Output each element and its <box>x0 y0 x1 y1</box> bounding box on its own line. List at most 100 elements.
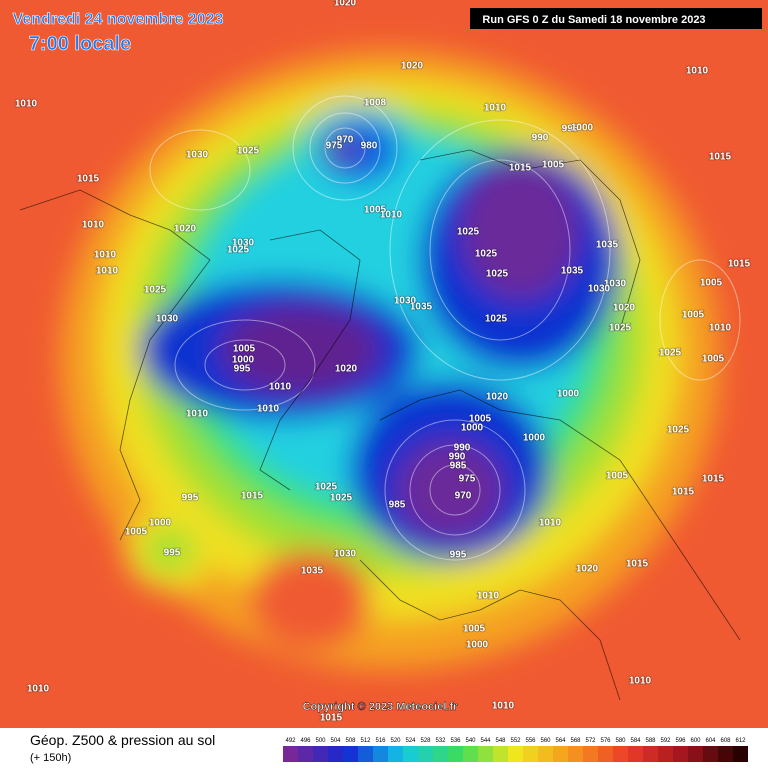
scale-swatch <box>448 746 463 762</box>
isobar-label: 1000 <box>571 123 594 134</box>
isobar-label: 1020 <box>613 303 636 314</box>
isobar-label: 1020 <box>576 564 599 575</box>
isobar-label: 995 <box>450 550 467 561</box>
scale-label: 512 <box>360 738 371 744</box>
scale-swatch <box>643 746 658 762</box>
isobar-label: 1005 <box>364 205 387 216</box>
isobar-label: 1015 <box>702 474 725 485</box>
color-scale: 492 496 500 504 508 512 516 520 524 528 532 536 540 5… <box>283 738 748 762</box>
scale-swatch <box>538 746 553 762</box>
isobar-label: 1015 <box>320 713 343 724</box>
isobar-label: 1000 <box>557 389 580 400</box>
scale-swatch <box>373 746 388 762</box>
isobar-label: 1015 <box>728 259 751 270</box>
isobar-label: 995 <box>234 364 251 375</box>
run-box <box>470 8 762 29</box>
isobar-label: 1005 <box>463 624 486 635</box>
scale-label: 564 <box>555 738 566 744</box>
scale-swatch <box>298 746 313 762</box>
isobar-label: 1000 <box>466 640 489 651</box>
isobar-label: 1005 <box>606 471 629 482</box>
isobar-label: 1010 <box>186 409 209 420</box>
scale-label: 508 <box>345 738 356 744</box>
isobar-label: 1005 <box>233 344 256 355</box>
scale-label: 536 <box>450 738 461 744</box>
isobar-label: 975 <box>459 474 476 485</box>
scale-label: 560 <box>540 738 551 744</box>
scale-swatch <box>703 746 718 762</box>
isobar-label: 1030 <box>604 279 627 290</box>
scale-label: 604 <box>705 738 716 744</box>
scale-label: 492 <box>285 738 296 744</box>
isobar-label: 1000 <box>461 423 484 434</box>
scale-label: 612 <box>735 738 746 744</box>
isobar-label: 995 <box>164 548 181 559</box>
run-info: Run GFS 0 Z du Samedi 18 novembre 2023 <box>482 14 705 26</box>
isobar-label: 1010 <box>477 591 500 602</box>
isobar-label: 1025 <box>475 249 498 260</box>
isobar-label: 970 <box>337 135 354 146</box>
scale-label: 548 <box>495 738 506 744</box>
scale-swatch <box>313 746 328 762</box>
isobar-label: 1030 <box>394 296 417 307</box>
scale-label: 592 <box>660 738 671 744</box>
scale-label: 524 <box>405 738 416 744</box>
scale-label: 600 <box>690 738 701 744</box>
isobar-label: 1010 <box>82 220 105 231</box>
scale-swatch <box>493 746 508 762</box>
isobar-label: 1020 <box>401 61 424 72</box>
isobar-label: 995 <box>182 493 199 504</box>
isobar-label: 1010 <box>686 66 709 77</box>
isobar-label: 1030 <box>334 549 357 560</box>
isobar-label: 1020 <box>486 392 509 403</box>
isobar-label: 1025 <box>237 146 260 157</box>
footer-lead: (+ 150h) <box>30 752 71 764</box>
isobar-label: 970 <box>455 491 472 502</box>
scale-swatch <box>718 746 733 762</box>
time: 7:00 locale <box>29 33 131 55</box>
isobar-label: 1015 <box>241 491 264 502</box>
isobar-label: 1005 <box>702 354 725 365</box>
isobar-label: 1010 <box>94 250 117 261</box>
isobar-label: 975 <box>326 141 343 152</box>
isobar-label: 1030 <box>186 150 209 161</box>
scale-swatch <box>358 746 373 762</box>
isobar-label: 1005 <box>125 527 148 538</box>
scale-label: 520 <box>390 738 401 744</box>
scale-swatch <box>463 746 478 762</box>
isobar-label: 1010 <box>27 684 50 695</box>
scale-label: 556 <box>525 738 536 744</box>
scale-swatch <box>433 746 448 762</box>
isobar-label: 1005 <box>469 414 492 425</box>
scale-label: 580 <box>615 738 626 744</box>
isobar-label: 1020 <box>335 364 358 375</box>
isobar-label: 985 <box>450 461 467 472</box>
scale-label: 500 <box>315 738 326 744</box>
date: Vendredi 24 novembre 2023 <box>13 11 224 28</box>
isobar-label: 1030 <box>588 284 611 295</box>
isobar-label: 1000 <box>232 355 255 366</box>
field <box>0 0 768 728</box>
isobar-label: 1020 <box>334 0 357 9</box>
scale-swatch <box>598 746 613 762</box>
isobar-label: 980 <box>361 141 378 152</box>
scale-label: 532 <box>435 738 446 744</box>
scale-label: 504 <box>330 738 341 744</box>
isobar-label: 1005 <box>542 160 565 171</box>
scale-label: 576 <box>600 738 611 744</box>
isobar-label: 1005 <box>682 310 705 321</box>
scale-swatch <box>553 746 568 762</box>
isobar-label: 995 <box>562 124 579 135</box>
isobar-label: 1010 <box>15 99 38 110</box>
isobar-label: 1025 <box>609 323 632 334</box>
scale-swatch <box>733 746 748 762</box>
scale-label: 516 <box>375 738 386 744</box>
scale-swatch <box>403 746 418 762</box>
isobar-label: 1000 <box>149 518 172 529</box>
isobar-label: 990 <box>449 452 466 463</box>
scale-swatch <box>568 746 583 762</box>
scale-swatch <box>478 746 493 762</box>
